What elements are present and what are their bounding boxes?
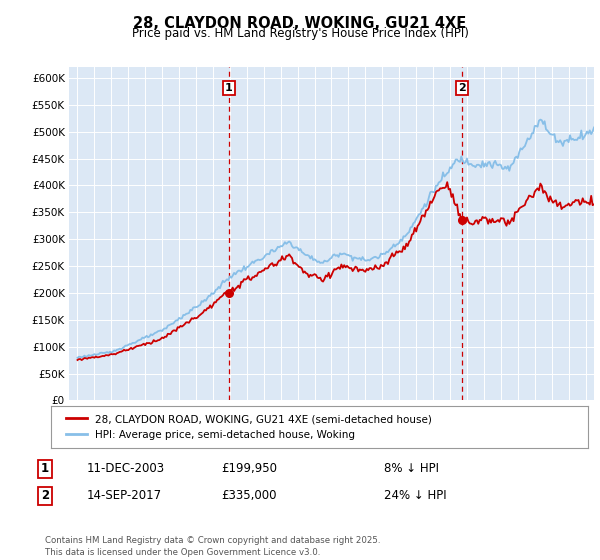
Text: 2: 2 <box>41 489 49 502</box>
Text: Price paid vs. HM Land Registry's House Price Index (HPI): Price paid vs. HM Land Registry's House … <box>131 27 469 40</box>
Text: £199,950: £199,950 <box>221 462 277 475</box>
Text: 2: 2 <box>458 83 466 94</box>
Text: 8% ↓ HPI: 8% ↓ HPI <box>384 462 439 475</box>
Text: £335,000: £335,000 <box>221 489 277 502</box>
Text: 28, CLAYDON ROAD, WOKING, GU21 4XE: 28, CLAYDON ROAD, WOKING, GU21 4XE <box>133 16 467 31</box>
Text: 24% ↓ HPI: 24% ↓ HPI <box>384 489 446 502</box>
Text: Contains HM Land Registry data © Crown copyright and database right 2025.
This d: Contains HM Land Registry data © Crown c… <box>45 536 380 557</box>
Legend: 28, CLAYDON ROAD, WOKING, GU21 4XE (semi-detached house), HPI: Average price, se: 28, CLAYDON ROAD, WOKING, GU21 4XE (semi… <box>62 410 436 444</box>
Text: 14-SEP-2017: 14-SEP-2017 <box>87 489 162 502</box>
Text: 11-DEC-2003: 11-DEC-2003 <box>87 462 165 475</box>
Text: 1: 1 <box>41 462 49 475</box>
Text: 1: 1 <box>225 83 233 94</box>
